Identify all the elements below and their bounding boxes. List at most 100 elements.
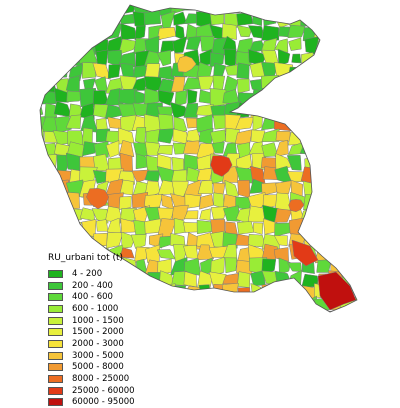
municipality xyxy=(40,192,59,206)
municipality xyxy=(183,103,198,118)
municipality xyxy=(56,38,73,54)
municipality xyxy=(287,66,307,78)
municipality xyxy=(158,298,176,312)
municipality xyxy=(313,232,333,250)
municipality xyxy=(209,10,225,26)
municipality xyxy=(343,9,354,26)
municipality xyxy=(261,128,280,142)
municipality xyxy=(342,180,355,197)
municipality xyxy=(262,309,280,312)
municipality xyxy=(66,207,84,222)
municipality xyxy=(80,10,96,29)
municipality xyxy=(187,297,199,312)
municipality xyxy=(291,285,304,300)
municipality xyxy=(339,52,355,65)
municipality xyxy=(367,65,384,81)
municipality xyxy=(352,259,357,272)
municipality xyxy=(276,5,293,15)
municipality xyxy=(222,5,240,13)
municipality xyxy=(354,311,357,312)
municipality xyxy=(144,284,162,298)
municipality xyxy=(274,139,289,158)
municipality xyxy=(340,40,354,55)
legend-label: 200 - 400 xyxy=(72,280,113,291)
municipality xyxy=(196,308,215,312)
municipality xyxy=(313,309,330,312)
municipality xyxy=(66,221,82,237)
municipality xyxy=(40,206,44,225)
municipality xyxy=(94,76,108,93)
municipality xyxy=(341,28,357,42)
legend-entry: 5000 - 8000 xyxy=(48,362,135,374)
municipality xyxy=(40,310,45,312)
municipality xyxy=(213,192,225,209)
municipality xyxy=(54,115,72,134)
municipality xyxy=(340,257,356,274)
municipality xyxy=(118,247,135,259)
municipality xyxy=(91,208,109,224)
municipality xyxy=(300,221,318,236)
municipality xyxy=(355,155,357,168)
municipality xyxy=(158,89,175,106)
municipality xyxy=(40,101,44,117)
legend-swatch xyxy=(48,304,63,313)
municipality xyxy=(316,5,329,14)
municipality xyxy=(313,169,329,185)
legend-entry: 3000 - 5000 xyxy=(48,350,135,362)
municipality xyxy=(317,271,357,311)
legend-swatch xyxy=(48,269,63,278)
municipality xyxy=(312,88,330,107)
municipality xyxy=(120,218,137,233)
municipality xyxy=(303,295,318,312)
legend-entry: 600 - 1000 xyxy=(48,303,135,315)
municipality xyxy=(79,5,95,16)
municipality xyxy=(328,102,342,119)
municipality xyxy=(325,206,345,223)
municipality xyxy=(326,26,342,40)
legend-label: 60000 - 95000 xyxy=(72,397,135,408)
municipality xyxy=(236,25,253,38)
municipality xyxy=(70,234,85,250)
municipality xyxy=(300,13,317,28)
municipality xyxy=(53,5,72,17)
municipality xyxy=(92,62,111,80)
legend-entry: 2000 - 3000 xyxy=(48,338,135,350)
municipality xyxy=(134,126,147,145)
legend-label: 600 - 1000 xyxy=(72,303,119,314)
municipality xyxy=(40,180,58,199)
municipality xyxy=(278,257,291,276)
municipality xyxy=(326,310,342,312)
municipality xyxy=(275,313,291,327)
municipality xyxy=(352,10,357,27)
municipality xyxy=(286,155,302,171)
legend-label: 400 - 600 xyxy=(72,292,113,303)
municipality xyxy=(365,258,381,274)
municipality xyxy=(339,154,356,172)
municipality xyxy=(368,14,382,28)
municipality xyxy=(352,171,357,185)
municipality xyxy=(40,63,56,79)
municipality xyxy=(276,104,291,119)
municipality xyxy=(40,141,46,158)
municipality xyxy=(54,87,71,103)
municipality xyxy=(40,153,42,172)
municipality xyxy=(352,63,357,80)
municipality xyxy=(354,285,357,300)
municipality xyxy=(252,222,264,235)
municipality xyxy=(339,218,355,234)
legend-swatch xyxy=(48,375,63,384)
municipality xyxy=(365,206,381,223)
map-legend: RU_urbani tot (t) 4 - 200 200 - 400 400 - … xyxy=(48,253,135,408)
municipality xyxy=(57,22,72,43)
municipality xyxy=(290,310,306,312)
legend-swatch xyxy=(48,386,63,395)
municipality xyxy=(370,181,383,194)
municipality xyxy=(170,309,189,312)
municipality xyxy=(328,5,344,14)
municipality xyxy=(56,53,73,64)
municipality xyxy=(339,206,356,223)
municipality xyxy=(79,102,95,120)
municipality xyxy=(40,220,43,237)
municipality xyxy=(184,311,199,312)
municipality xyxy=(326,87,345,107)
